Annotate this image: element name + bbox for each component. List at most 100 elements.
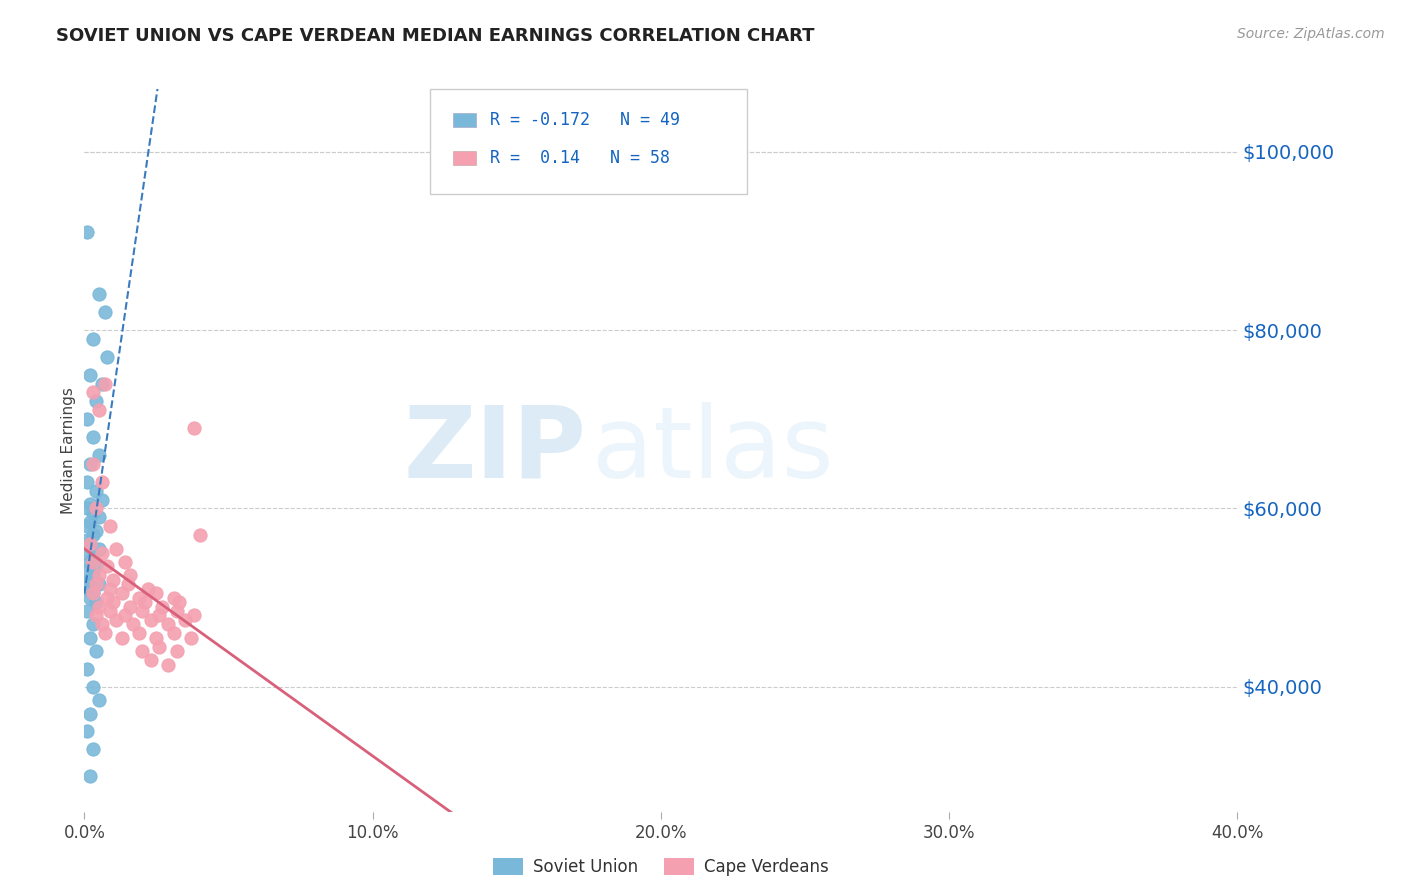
Point bbox=[148, 608, 170, 623]
Point bbox=[98, 604, 121, 618]
Point bbox=[166, 644, 188, 658]
Point bbox=[82, 457, 104, 471]
Point bbox=[76, 412, 98, 426]
Point bbox=[136, 582, 159, 596]
Point bbox=[128, 591, 150, 605]
Point bbox=[163, 626, 186, 640]
Point bbox=[114, 555, 136, 569]
Point bbox=[84, 608, 107, 623]
Point bbox=[76, 582, 98, 596]
Point bbox=[82, 430, 104, 444]
Text: R =  0.14   N = 58: R = 0.14 N = 58 bbox=[491, 149, 671, 167]
FancyBboxPatch shape bbox=[453, 113, 477, 128]
Point bbox=[84, 595, 107, 609]
Point bbox=[82, 586, 104, 600]
Point bbox=[76, 564, 98, 578]
Point bbox=[183, 608, 205, 623]
Point bbox=[93, 305, 115, 319]
Point bbox=[87, 577, 110, 591]
Point bbox=[150, 599, 173, 614]
Point bbox=[87, 568, 110, 582]
Point bbox=[84, 577, 107, 591]
Point bbox=[79, 515, 101, 529]
Point bbox=[87, 599, 110, 614]
Text: atlas: atlas bbox=[592, 402, 834, 499]
FancyBboxPatch shape bbox=[430, 89, 748, 194]
Point bbox=[82, 568, 104, 582]
Point bbox=[76, 519, 98, 533]
Point bbox=[76, 475, 98, 489]
Point bbox=[156, 657, 179, 672]
Point bbox=[93, 626, 115, 640]
Point bbox=[82, 742, 104, 756]
Point bbox=[114, 608, 136, 623]
Point bbox=[90, 376, 112, 391]
Point bbox=[169, 595, 191, 609]
Point bbox=[76, 533, 98, 547]
Point bbox=[76, 546, 98, 560]
Point bbox=[98, 519, 121, 533]
Point bbox=[117, 577, 139, 591]
Point bbox=[90, 475, 112, 489]
Legend: Soviet Union, Cape Verdeans: Soviet Union, Cape Verdeans bbox=[486, 851, 835, 883]
Point bbox=[145, 586, 167, 600]
Point bbox=[84, 644, 107, 658]
Point bbox=[93, 376, 115, 391]
Point bbox=[82, 528, 104, 542]
Point bbox=[134, 595, 156, 609]
FancyBboxPatch shape bbox=[453, 151, 477, 165]
Y-axis label: Median Earnings: Median Earnings bbox=[60, 387, 76, 514]
Point bbox=[76, 604, 98, 618]
Point bbox=[76, 501, 98, 516]
Point bbox=[90, 546, 112, 560]
Point bbox=[79, 537, 101, 551]
Point bbox=[84, 559, 107, 574]
Point bbox=[82, 586, 104, 600]
Point bbox=[145, 631, 167, 645]
Text: R = -0.172   N = 49: R = -0.172 N = 49 bbox=[491, 112, 681, 129]
Point bbox=[79, 631, 101, 645]
Point bbox=[90, 617, 112, 632]
Point bbox=[139, 613, 162, 627]
Text: Source: ZipAtlas.com: Source: ZipAtlas.com bbox=[1237, 27, 1385, 41]
Point bbox=[87, 287, 110, 301]
Point bbox=[103, 595, 124, 609]
Point bbox=[139, 653, 162, 667]
Point bbox=[87, 693, 110, 707]
Point bbox=[148, 640, 170, 654]
Point bbox=[82, 680, 104, 694]
Point bbox=[90, 492, 112, 507]
Point bbox=[120, 599, 142, 614]
Point bbox=[84, 524, 107, 538]
Point bbox=[76, 724, 98, 739]
Point bbox=[131, 644, 153, 658]
Point bbox=[122, 617, 145, 632]
Point bbox=[87, 403, 110, 417]
Point bbox=[105, 541, 128, 556]
Point bbox=[96, 591, 118, 605]
Point bbox=[82, 332, 104, 346]
Point bbox=[84, 394, 107, 409]
Point bbox=[96, 559, 118, 574]
Text: ZIP: ZIP bbox=[404, 402, 586, 499]
Point bbox=[79, 368, 101, 382]
Point bbox=[82, 506, 104, 520]
Point bbox=[76, 225, 98, 239]
Point bbox=[96, 350, 118, 364]
Point bbox=[103, 573, 124, 587]
Point bbox=[84, 501, 107, 516]
Point bbox=[174, 613, 197, 627]
Point bbox=[76, 662, 98, 676]
Point bbox=[166, 604, 188, 618]
Point bbox=[79, 497, 101, 511]
Point bbox=[131, 604, 153, 618]
Point bbox=[79, 573, 101, 587]
Point bbox=[111, 631, 134, 645]
Point bbox=[82, 617, 104, 632]
Point bbox=[105, 613, 128, 627]
Point bbox=[87, 541, 110, 556]
Point bbox=[98, 582, 121, 596]
Point bbox=[183, 421, 205, 435]
Point bbox=[128, 626, 150, 640]
Point bbox=[79, 591, 101, 605]
